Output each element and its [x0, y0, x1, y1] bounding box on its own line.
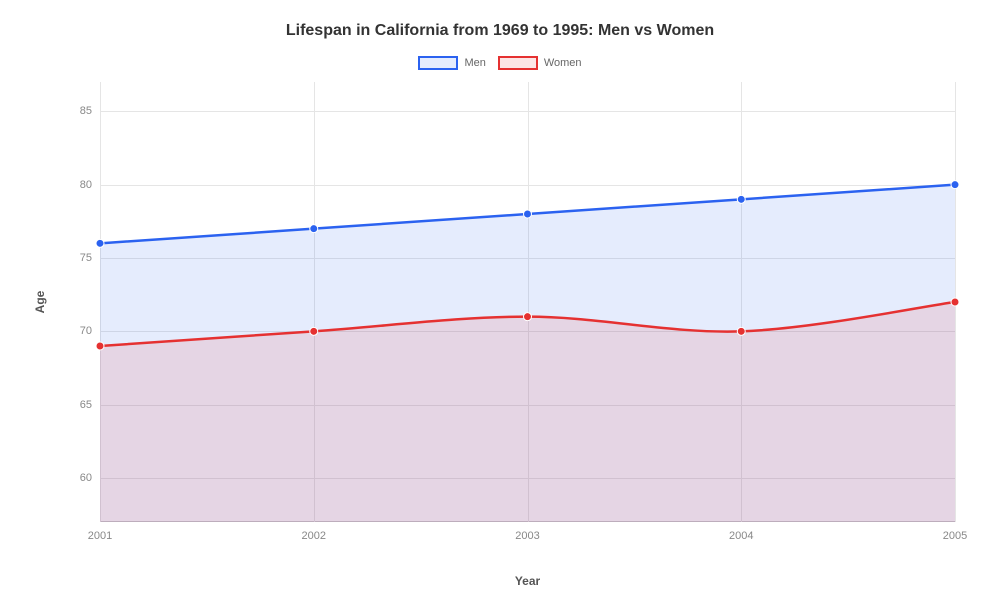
plot-area: 60657075808520012002200320042005 — [100, 82, 955, 522]
y-tick-label: 70 — [80, 325, 100, 337]
legend-label-men: Men — [464, 57, 485, 69]
y-tick-label: 60 — [80, 472, 100, 484]
y-tick-label: 75 — [80, 252, 100, 264]
data-point — [310, 327, 318, 335]
legend-swatch-men — [418, 56, 458, 70]
legend: Men Women — [0, 56, 1000, 70]
legend-label-women: Women — [544, 57, 582, 69]
x-tick-label: 2002 — [302, 522, 326, 542]
series-women — [100, 82, 955, 522]
data-point — [951, 298, 959, 306]
legend-item-men: Men — [418, 56, 485, 70]
y-tick-label: 80 — [80, 179, 100, 191]
y-axis-title: Age — [33, 291, 47, 314]
series-area — [100, 302, 955, 522]
data-point — [524, 313, 532, 321]
x-tick-label: 2004 — [729, 522, 753, 542]
legend-swatch-women — [498, 56, 538, 70]
legend-item-women: Women — [498, 56, 582, 70]
data-point — [96, 342, 104, 350]
x-axis-title: Year — [515, 574, 540, 588]
y-tick-label: 85 — [80, 105, 100, 117]
chart-title: Lifespan in California from 1969 to 1995… — [0, 22, 1000, 40]
x-tick-label: 2003 — [515, 522, 539, 542]
y-tick-label: 65 — [80, 399, 100, 411]
x-tick-label: 2005 — [943, 522, 967, 542]
x-tick-label: 2001 — [88, 522, 112, 542]
data-point — [737, 327, 745, 335]
